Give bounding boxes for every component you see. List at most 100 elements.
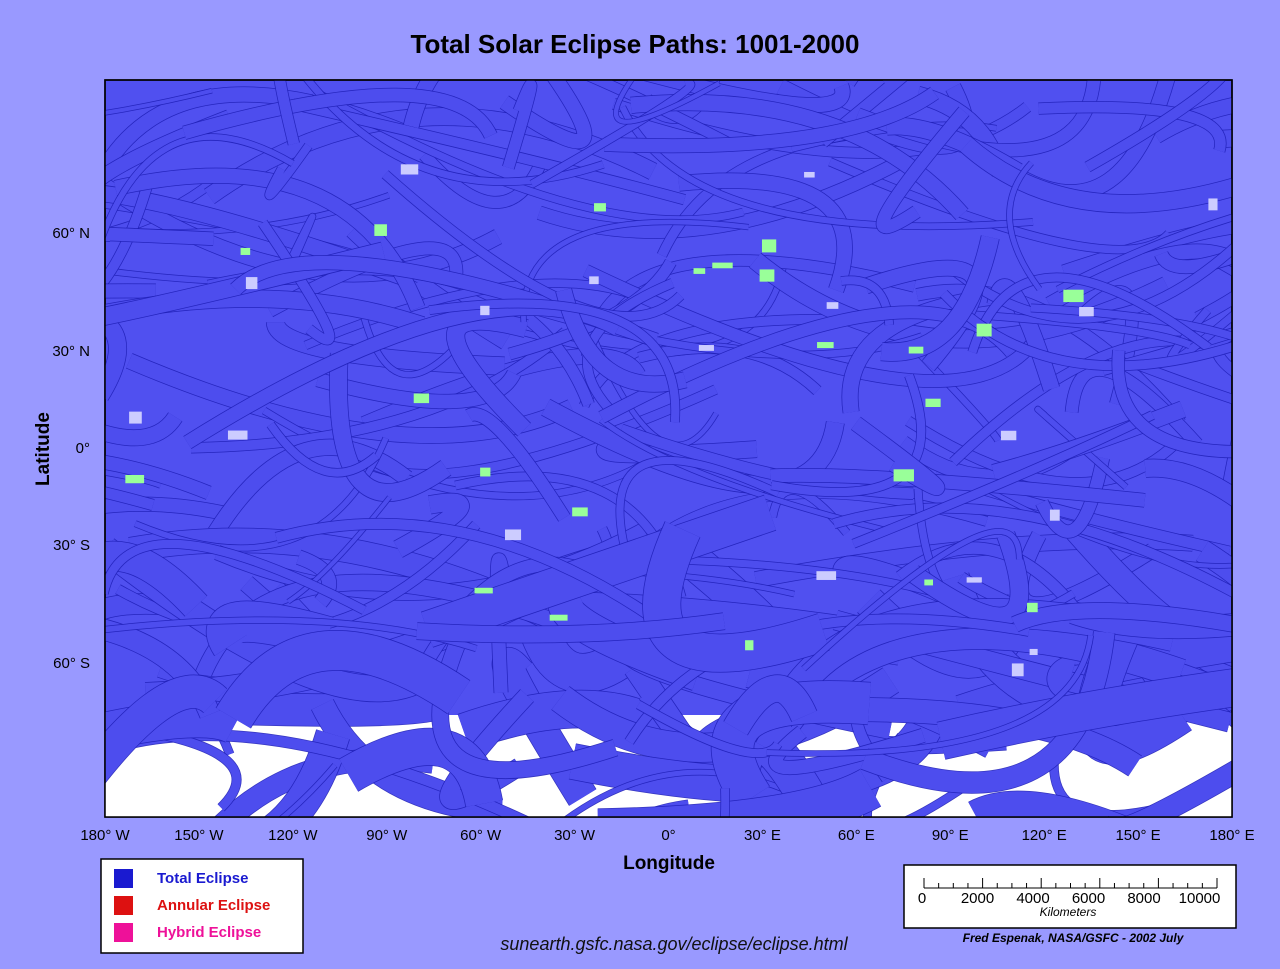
- land-gap: [893, 469, 914, 482]
- scale-label: 0: [918, 890, 926, 907]
- x-tick-label: 90° E: [932, 827, 969, 844]
- eclipse-path-fill: [105, 487, 155, 511]
- land-gap: [1079, 307, 1094, 317]
- eclipse-path-fill: [1035, 406, 1128, 490]
- eclipse-path-fill: [1155, 250, 1232, 274]
- eclipse-path-fill: [599, 417, 887, 533]
- eclipse-path-fill: [579, 314, 873, 408]
- land-gap: [826, 302, 839, 309]
- eclipse-path-fill: [613, 80, 721, 124]
- land-gap: [745, 640, 754, 651]
- land-gap: [125, 474, 145, 484]
- eclipse-path-fill: [182, 88, 497, 140]
- eclipse-path-fill: [556, 288, 688, 392]
- eclipse-path-fill: [105, 185, 410, 286]
- x-tick-label: 120° E: [1022, 827, 1067, 844]
- scale-unit: Kilometers: [1040, 905, 1097, 919]
- eclipse-path-fill: [357, 302, 464, 378]
- land-gap: [924, 579, 934, 586]
- legend-swatch: [114, 896, 133, 915]
- land-gap: [504, 529, 522, 541]
- eclipse-path-fill: [1011, 602, 1232, 632]
- land-gap: [817, 342, 834, 349]
- eclipse-path-fill: [530, 80, 695, 188]
- eclipse-path-fill: [643, 80, 850, 113]
- land-gap: [594, 203, 606, 212]
- eclipse-paths: [105, 80, 1232, 817]
- land-gap: [1029, 648, 1038, 656]
- eclipse-path-fill: [105, 290, 425, 334]
- eclipse-path-fill: [724, 675, 817, 736]
- eclipse-path-fill: [105, 227, 214, 246]
- eclipse-path-fill: [105, 539, 367, 614]
- eclipse-path-fill: [948, 309, 1192, 349]
- eclipse-path-fill: [279, 763, 337, 817]
- x-tick-label: 150° E: [1115, 827, 1160, 844]
- land-gap: [1049, 509, 1060, 521]
- scale-label: 6000: [1072, 890, 1105, 907]
- land-gap: [413, 393, 430, 404]
- eclipse-path-fill: [105, 675, 227, 783]
- eclipse-path-fill: [1007, 161, 1042, 291]
- x-tick-label: 30° E: [744, 827, 781, 844]
- land-gap: [976, 323, 992, 337]
- eclipse-path-fill: [311, 699, 503, 817]
- eclipse-path-fill: [642, 521, 830, 672]
- scale-label: 10000: [1179, 890, 1221, 907]
- eclipse-path-fill: [105, 497, 225, 520]
- x-tick-label: 60° W: [460, 827, 502, 844]
- eclipse-path-fill: [428, 299, 680, 423]
- land-gap: [761, 239, 777, 253]
- scale-bar: 0 2000 4000 6000 8000 10000: [918, 878, 1221, 907]
- eclipse-path-fill: [960, 138, 1232, 213]
- eclipse-path-fill: [266, 242, 463, 317]
- land-gap: [1063, 289, 1084, 303]
- eclipse-path-fill: [282, 213, 316, 282]
- eclipse-path-fill: [329, 352, 451, 502]
- eclipse-path-fill: [190, 328, 569, 453]
- eclipse-path-fill: [851, 417, 945, 496]
- scale-label: 4000: [1016, 890, 1049, 907]
- eclipse-path-fill: [1112, 349, 1232, 458]
- eclipse-path-fill: [604, 87, 939, 153]
- x-tick-label: 60° E: [838, 827, 875, 844]
- legend-box: [100, 858, 304, 954]
- eclipse-path-fill: [258, 220, 335, 345]
- y-tick-label: 30° S: [53, 537, 90, 554]
- eclipse-path-fill: [105, 182, 153, 288]
- eclipse-path-fill: [393, 493, 469, 558]
- eclipse-path-fill: [1056, 214, 1232, 293]
- legend-label: Hybrid Eclipse: [157, 924, 261, 941]
- x-ticks: 180° W 150° W 120° W 90° W 60° W 30° W 0° 30° E…: [80, 827, 1254, 844]
- eclipse-path-fill: [583, 265, 1037, 388]
- eclipse-path-fill: [860, 631, 1115, 793]
- legend-swatch: [114, 869, 133, 888]
- land-gap: [1027, 602, 1038, 613]
- y-tick-label: 60° N: [52, 225, 90, 242]
- land-gap: [240, 247, 251, 255]
- eclipse-path-fill: [1152, 97, 1232, 143]
- x-tick-label: 180° W: [80, 827, 130, 844]
- eclipse-path-fill: [1212, 329, 1232, 377]
- eclipse-path-fill: [264, 729, 350, 817]
- land-gap: [908, 346, 924, 354]
- y-ticks: 60° N 30° N 0° 30° S 60° S: [52, 225, 90, 672]
- y-tick-label: 60° S: [53, 655, 90, 672]
- eclipse-path-fill: [208, 439, 412, 537]
- land-gap: [1000, 430, 1017, 441]
- scale-box: [903, 864, 1237, 929]
- eclipse-path-fill: [1194, 291, 1232, 324]
- eclipse-path-fill: [1144, 459, 1232, 507]
- scale-label: 8000: [1127, 890, 1160, 907]
- legend-swatch: [114, 923, 133, 942]
- eclipse-path-fill: [274, 518, 699, 653]
- eclipse-path-fill: [880, 235, 999, 361]
- land-gap: [474, 587, 493, 594]
- eclipse-path-fill: [597, 769, 881, 817]
- y-tick-label: 0°: [76, 440, 90, 457]
- credit: Fred Espenak, NASA/GSFC - 2002 July: [963, 931, 1185, 945]
- eclipse-path-fill: [105, 134, 295, 238]
- eclipse-path-fill: [1084, 80, 1226, 172]
- x-tick-label: 90° W: [366, 827, 408, 844]
